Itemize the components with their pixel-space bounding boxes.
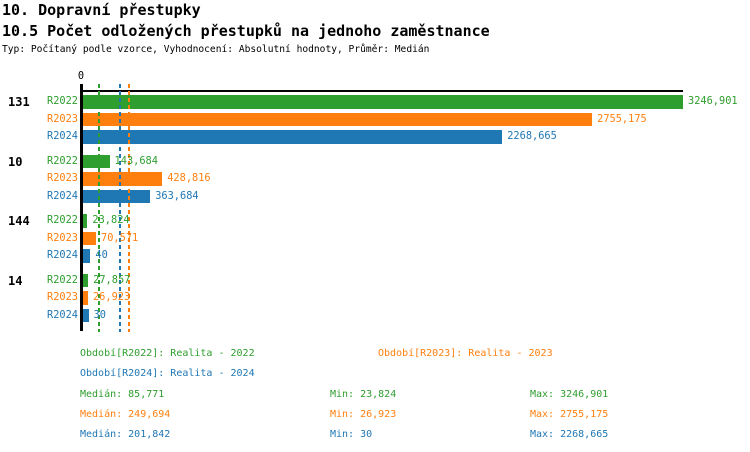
legend-min-r2022: Min: 23,824 [330,389,397,400]
plot-top-axis-line [81,90,683,92]
bar-value-label: 363,684 [155,189,199,202]
bar-r2022 [83,154,110,168]
series-label-r2023: R2023 [47,172,78,184]
bar-value-label: 40 [95,249,108,261]
series-label-r2022: R2022 [47,214,78,226]
bar-value-label: 2755,175 [597,112,647,125]
legend-median-r2023: Medián: 249,694 [80,409,171,420]
series-label-r2024: R2024 [47,249,78,261]
bar-value-label: 70,571 [101,231,139,244]
bar-r2022 [83,273,89,287]
legend-period-r2023: Období[R2023]: Realita - 2023 [378,348,553,359]
bar-value-label: 27,857 [93,273,131,286]
bar-value-label: 23,824 [92,214,130,226]
group-label: 131 [8,95,30,109]
legend-max-r2022: Max: 3246,901 [530,389,609,400]
bar-r2024 [83,130,503,144]
bar-r2022 [83,95,683,109]
group-label: 144 [8,214,30,228]
bar-r2024 [83,308,89,322]
legend-min-r2023: Min: 26,923 [330,409,397,420]
y-axis-line [80,84,83,331]
legend-median-r2024: Medián: 201,842 [80,429,171,440]
legend-min-r2024: Min: 30 [330,429,373,440]
median-line-r2022 [97,84,100,332]
bar-r2024 [83,249,91,263]
bar-value-label: 428,816 [167,172,211,184]
legend-max-r2023: Max: 2755,175 [530,409,609,420]
bar-r2022 [83,214,88,228]
series-label-r2023: R2023 [47,231,78,244]
report-meta-line: Typ: Počítaný podle vzorce, Vyhodnocení:… [2,44,430,55]
bar-r2024 [83,189,151,203]
legend-median-r2022: Medián: 85,771 [80,389,165,400]
report-title: 10. Dopravní přestupky [2,1,201,19]
legend-max-r2024: Max: 2268,665 [530,429,609,440]
series-label-r2023: R2023 [47,112,78,125]
series-label-r2023: R2023 [47,291,78,303]
bar-r2023 [83,172,163,186]
bar-value-label: 143,684 [114,154,158,167]
series-label-r2022: R2022 [47,95,78,107]
series-label-r2022: R2022 [47,273,78,286]
median-line-r2024 [119,84,122,332]
median-line-r2023 [128,84,131,332]
bar-value-label: 2268,665 [507,130,557,142]
bar-value-label: 26,923 [92,291,131,303]
axis-zero-label: 0 [77,70,85,82]
report-subtitle: 10.5 Počet odložených přestupků na jedno… [2,22,490,40]
group-label: 10 [8,154,23,169]
series-label-r2024: R2024 [47,189,78,202]
bar-r2023 [83,231,97,245]
bar-r2023 [83,112,593,126]
series-label-r2024: R2024 [47,130,78,142]
bar-value-label: 3246,901 [688,95,738,107]
series-label-r2024: R2024 [47,308,78,321]
group-label: 14 [8,273,23,288]
legend-period-r2024: Období[R2024]: Realita - 2024 [80,368,255,379]
legend-period-r2022: Období[R2022]: Realita - 2022 [80,348,255,359]
bar-r2023 [83,291,88,305]
series-label-r2022: R2022 [47,154,78,167]
bar-value-label: 30 [93,308,106,321]
